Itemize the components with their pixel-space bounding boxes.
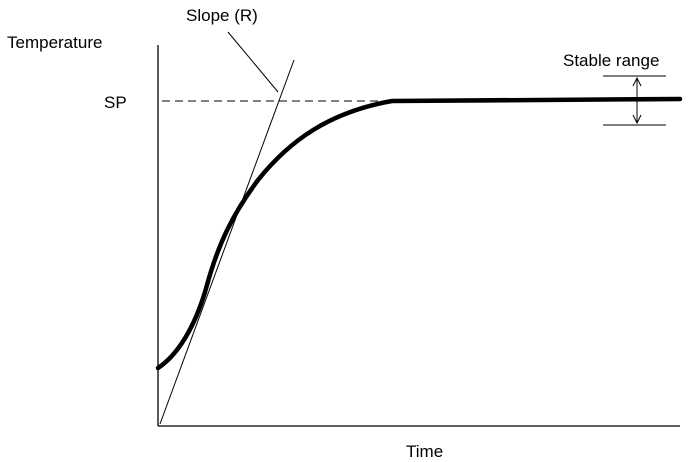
- temperature-response-curve: [155, 96, 683, 371]
- setpoint-label: SP: [104, 93, 127, 112]
- slope-tangent-line: [159, 59, 295, 425]
- slope-label: Slope (R): [186, 6, 258, 25]
- y-axis-label: Temperature: [7, 33, 102, 52]
- x-axis-label: Time: [406, 442, 443, 461]
- stable-range-label: Stable range: [563, 51, 659, 70]
- stable-range-arrowhead-up: [632, 76, 642, 87]
- stable-range-arrowhead-down: [632, 114, 642, 125]
- slope-leader-line: [227, 31, 279, 93]
